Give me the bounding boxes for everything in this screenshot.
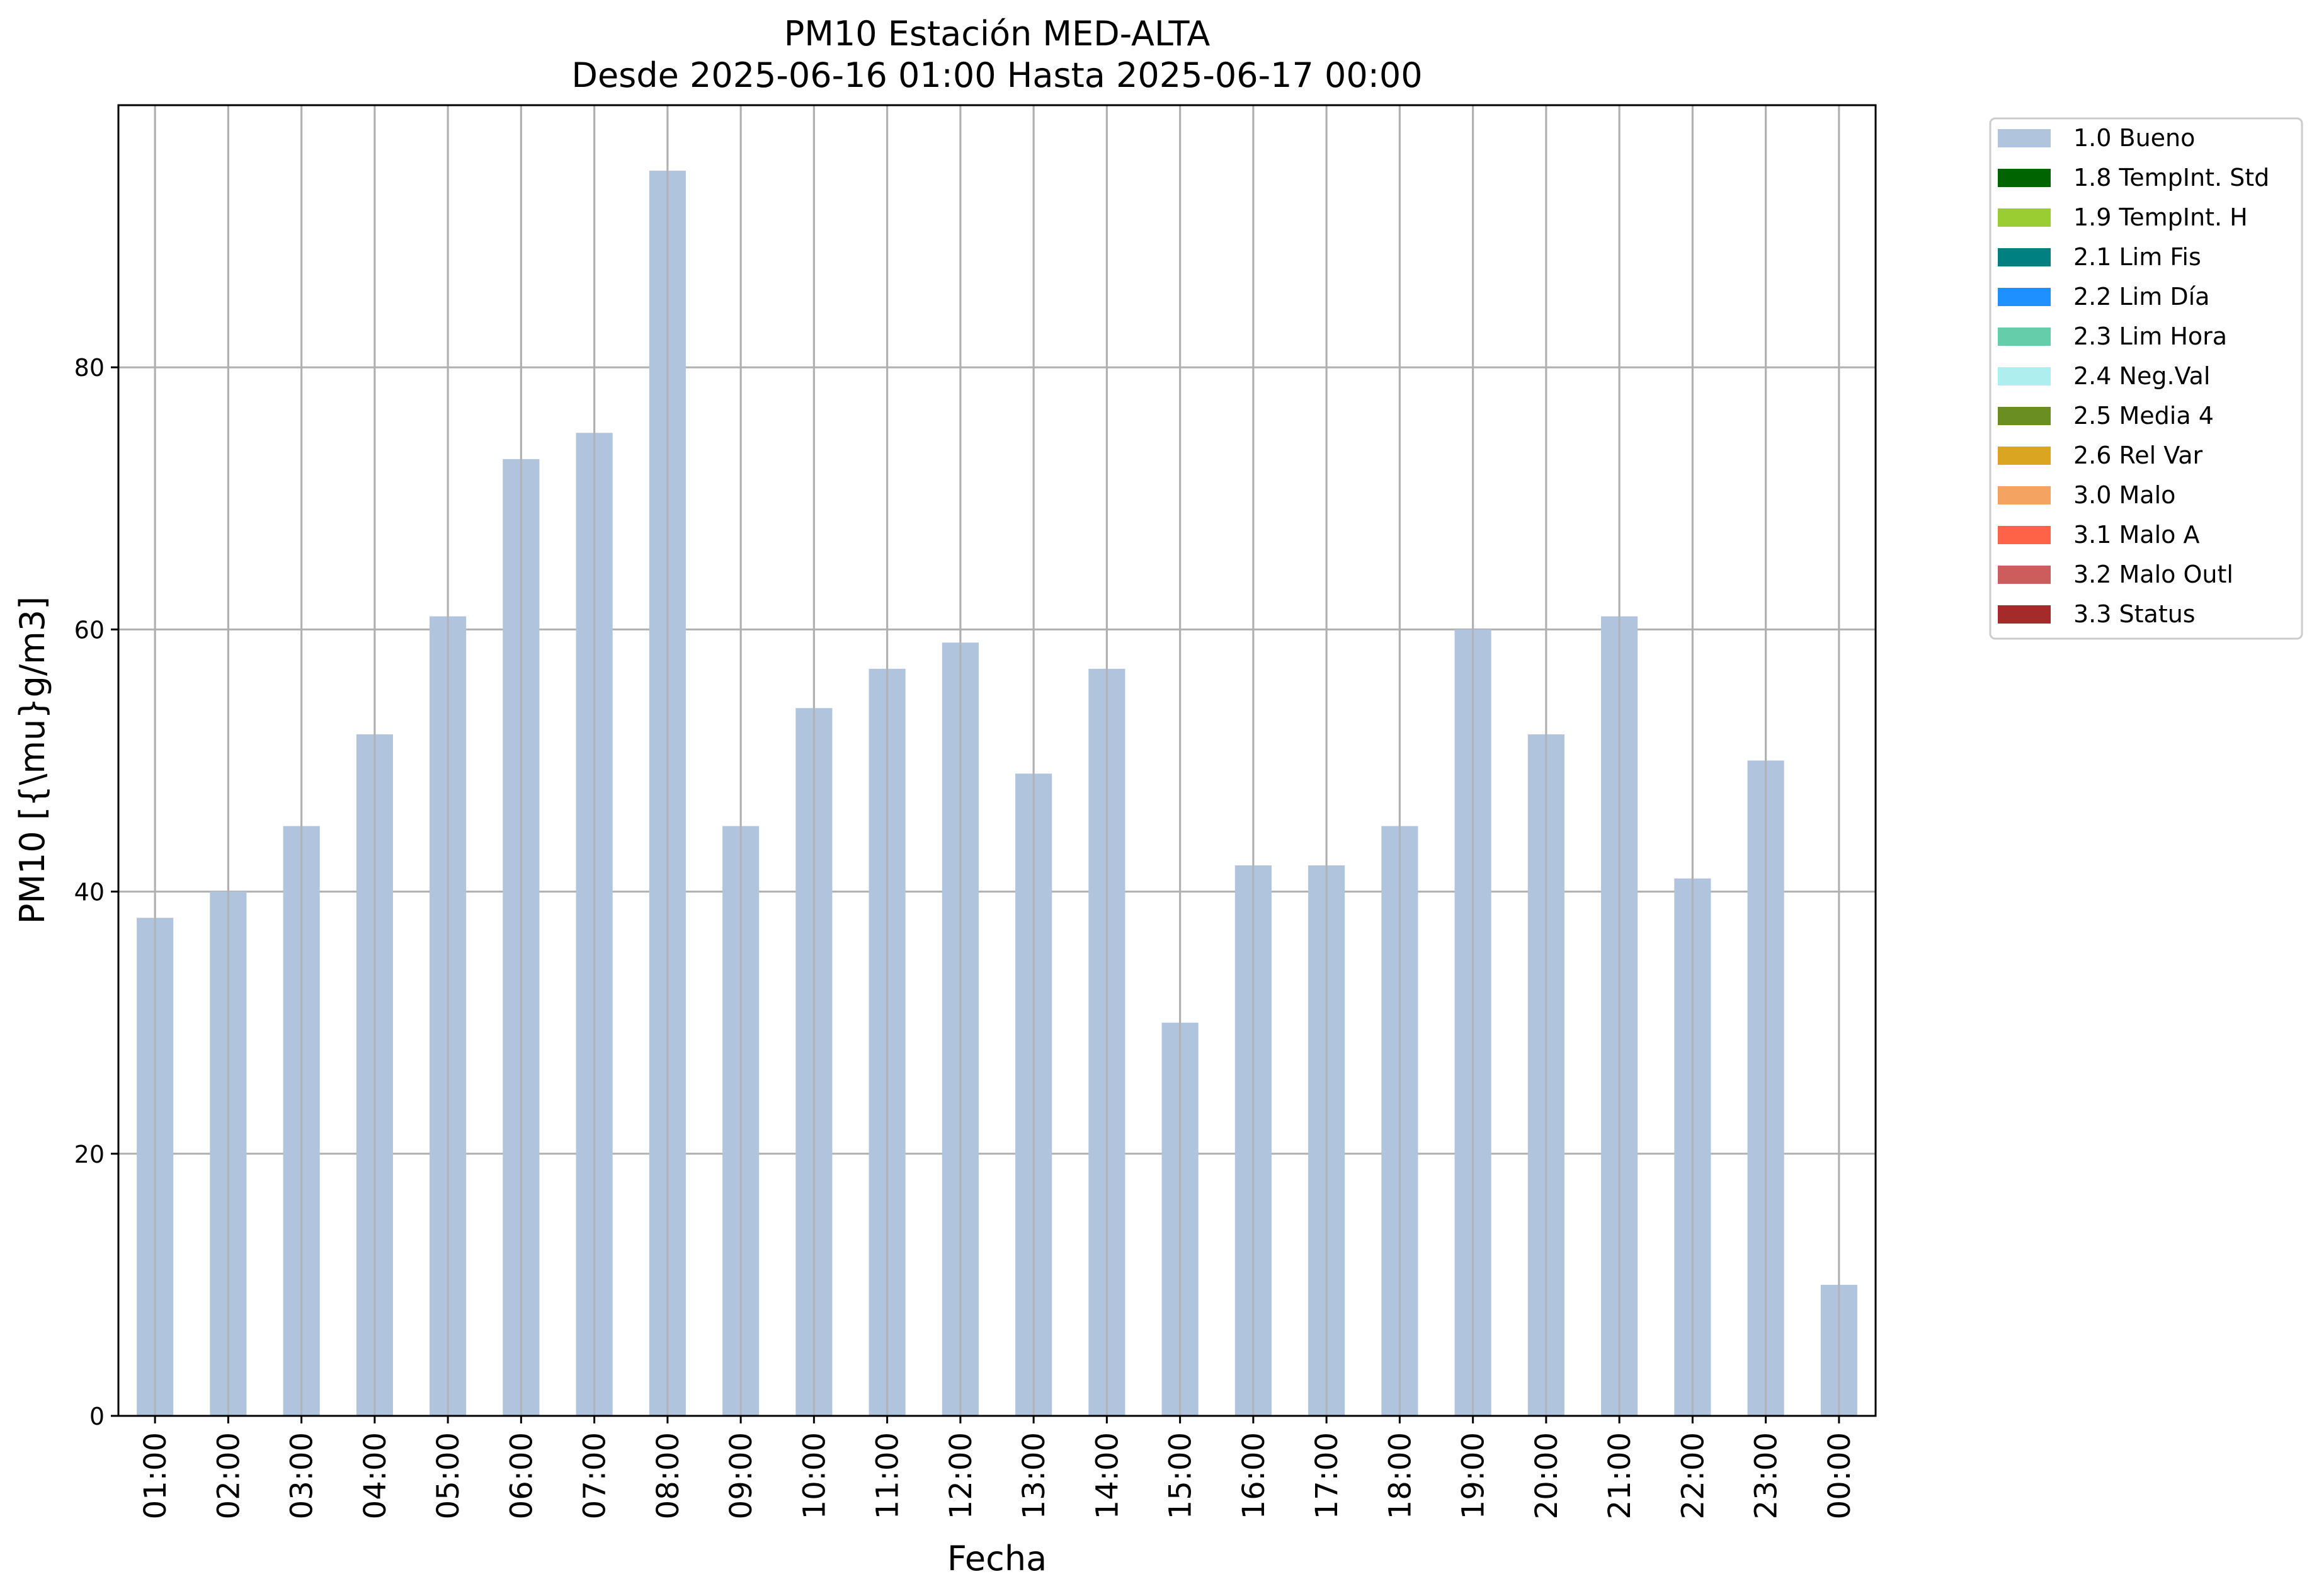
x-tick-label: 13:00 bbox=[1017, 1432, 1052, 1519]
chart-subtitle: Desde 2025-06-16 01:00 Hasta 2025-06-17 … bbox=[571, 55, 1422, 95]
legend-label: 2.1 Lim Fis bbox=[2073, 243, 2201, 271]
x-tick-label: 10:00 bbox=[797, 1432, 832, 1519]
x-tick-label: 22:00 bbox=[1675, 1432, 1711, 1519]
x-tick-label: 18:00 bbox=[1382, 1432, 1418, 1519]
x-tick-label: 06:00 bbox=[504, 1432, 539, 1519]
legend-items: 1.0 Bueno 1.8 TempInt. Std 1.9 TempInt. H 2… bbox=[1998, 124, 2269, 628]
y-tick-label: 60 bbox=[74, 616, 105, 644]
legend-label: 1.8 TempInt. Std bbox=[2073, 164, 2269, 191]
x-tick-label: 09:00 bbox=[724, 1432, 759, 1519]
x-tick-label: 20:00 bbox=[1529, 1432, 1564, 1519]
legend-label: 1.9 TempInt. H bbox=[2073, 203, 2248, 231]
y-tick-label: 0 bbox=[89, 1403, 105, 1430]
y-tick-label: 40 bbox=[74, 879, 105, 906]
bars bbox=[137, 105, 1857, 1416]
x-tick-label: 04:00 bbox=[358, 1432, 393, 1519]
y-ticks: 0 20 40 60 80 bbox=[74, 354, 118, 1430]
x-tick-label: 08:00 bbox=[651, 1432, 686, 1519]
y-tick-label: 80 bbox=[74, 354, 105, 382]
x-tick-label: 16:00 bbox=[1236, 1432, 1272, 1519]
x-tick-label: 19:00 bbox=[1456, 1432, 1491, 1519]
legend-swatch bbox=[1998, 407, 2051, 425]
legend-label: 2.5 Media 4 bbox=[2073, 402, 2214, 430]
plot-frame bbox=[117, 104, 1877, 1417]
x-tick-label: 15:00 bbox=[1163, 1432, 1199, 1519]
x-tick-label: 17:00 bbox=[1309, 1432, 1345, 1519]
legend-swatch bbox=[1998, 447, 2051, 465]
x-tick-label: 12:00 bbox=[943, 1432, 979, 1519]
legend-swatch bbox=[1998, 288, 2051, 306]
legend: 1.0 Bueno 1.8 TempInt. Std 1.9 TempInt. H 2… bbox=[1989, 117, 2303, 640]
legend-swatch bbox=[1998, 169, 2051, 187]
x-tick-label: 11:00 bbox=[870, 1432, 906, 1519]
legend-swatch bbox=[1998, 605, 2051, 624]
legend-label: 3.3 Status bbox=[2073, 600, 2196, 628]
legend-swatch bbox=[1998, 129, 2051, 147]
legend-swatch bbox=[1998, 328, 2051, 346]
legend-swatch bbox=[1998, 486, 2051, 504]
x-axis-label: Fecha bbox=[947, 1539, 1047, 1578]
x-tick-label: 21:00 bbox=[1602, 1432, 1638, 1519]
x-tick-label: 02:00 bbox=[211, 1432, 246, 1519]
chart-title: PM10 Estación MED-ALTA bbox=[784, 14, 1211, 54]
legend-frame bbox=[1989, 117, 2303, 640]
legend-swatch bbox=[1998, 248, 2051, 266]
x-tick-label: 14:00 bbox=[1090, 1432, 1125, 1519]
x-tick-label: 03:00 bbox=[285, 1432, 320, 1519]
legend-swatch bbox=[1998, 367, 2051, 385]
y-axis-label: PM10 [{\mu}g/m3] bbox=[13, 596, 52, 924]
legend-label: 2.6 Rel Var bbox=[2073, 442, 2203, 469]
legend-label: 2.4 Neg.Val bbox=[2073, 362, 2210, 390]
x-tick-label: 00:00 bbox=[1822, 1432, 1857, 1519]
legend-label: 2.3 Lim Hora bbox=[2073, 322, 2227, 350]
x-tick-label: 01:00 bbox=[138, 1432, 173, 1519]
x-tick-label: 23:00 bbox=[1749, 1432, 1784, 1519]
legend-label: 3.2 Malo Outl bbox=[2073, 561, 2233, 588]
x-tick-label: 07:00 bbox=[578, 1432, 613, 1519]
legend-label: 3.0 Malo bbox=[2073, 481, 2175, 509]
legend-swatch bbox=[1998, 526, 2051, 544]
legend-label: 2.2 Lim Día bbox=[2073, 283, 2209, 311]
legend-swatch bbox=[1998, 208, 2051, 227]
y-tick-label: 20 bbox=[74, 1141, 105, 1168]
x-tick-label: 05:00 bbox=[431, 1432, 466, 1519]
legend-label: 3.1 Malo A bbox=[2073, 521, 2199, 549]
x-ticks: 01:00 02:00 03:00 04:00 05:00 06:00 07:00 08:00… bbox=[138, 1416, 1857, 1519]
legend-label: 1.0 Bueno bbox=[2073, 124, 2195, 152]
legend-swatch bbox=[1998, 566, 2051, 584]
